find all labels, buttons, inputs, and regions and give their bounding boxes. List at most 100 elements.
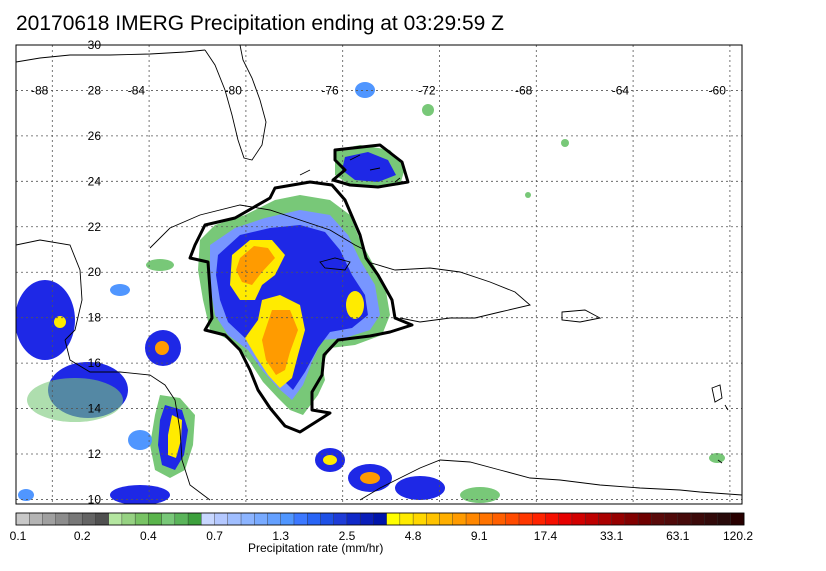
colorbar-swatch xyxy=(42,512,57,526)
map-title: 20170618 IMERG Precipitation ending at 0… xyxy=(16,12,504,35)
colorbar-swatch xyxy=(214,512,229,526)
colorbar-labels: 0.1 0.2 0.4 0.7 1.3 2.5 4.8 9.1 17.4 33.1 63.1 120.… xyxy=(10,529,754,543)
coastlines xyxy=(16,45,742,501)
map-frame xyxy=(15,44,743,505)
colorbar-swatch xyxy=(307,512,321,526)
coast-jamaica xyxy=(319,257,351,271)
lat-label: 22 xyxy=(88,220,102,234)
rain-system-14n-moderate xyxy=(27,378,123,422)
colorbar-label: 120.2 xyxy=(723,529,753,543)
colorbar-swatch xyxy=(55,512,70,526)
colorbar-label: 0.1 xyxy=(10,529,27,543)
lat-label: 26 xyxy=(88,129,102,143)
colorbar-label: 4.8 xyxy=(405,529,422,543)
colorbar-label: 1.3 xyxy=(272,529,289,543)
colorbar-swatch xyxy=(333,512,348,526)
rain-system-yucatan xyxy=(110,284,130,296)
longitude-labels: -88 -84 -80 -76 -72 -68 -64 -60 xyxy=(31,83,726,97)
colorbar-label: 2.5 xyxy=(339,529,356,543)
coast-cuba xyxy=(149,204,366,251)
colorbar-swatch xyxy=(611,512,626,526)
colorbar xyxy=(15,512,745,526)
lat-label: 30 xyxy=(88,38,102,52)
coast-florida xyxy=(204,45,267,161)
colorbar-swatch xyxy=(717,512,732,526)
colorbar-swatch xyxy=(439,512,454,526)
rain-core-westcoast xyxy=(54,316,66,328)
colorbar-swatch xyxy=(492,512,507,526)
colorbar-swatch xyxy=(121,512,136,526)
colorbar-swatch xyxy=(227,512,242,526)
colorbar-title: Precipitation rate (mm/hr) xyxy=(248,541,384,555)
outline-bahamas xyxy=(331,143,410,189)
colorbar-swatch xyxy=(254,512,268,526)
colorbar-swatch xyxy=(518,512,533,526)
lon-label: -88 xyxy=(31,83,49,97)
colorbar-swatch xyxy=(452,512,467,526)
rain-system-nicaragua xyxy=(128,430,152,450)
rain-system-sw-corner xyxy=(18,489,34,501)
colorbar-swatch xyxy=(505,512,520,526)
lat-label: 20 xyxy=(88,265,102,279)
lon-label: -80 xyxy=(225,83,243,97)
coast-lesser-antilles xyxy=(711,384,729,464)
colorbar-label: 33.1 xyxy=(600,529,624,543)
colorbar-swatch xyxy=(134,512,149,526)
lat-label: 10 xyxy=(88,492,102,506)
colorbar-border xyxy=(15,512,745,526)
colorbar-label: 0.2 xyxy=(74,529,91,543)
colorbar-swatch xyxy=(558,512,573,526)
lon-label: -60 xyxy=(709,83,727,97)
colorbar-swatch xyxy=(412,512,427,526)
colorbar-swatch xyxy=(624,512,639,526)
colorbar-label: 9.1 xyxy=(471,529,488,543)
colorbar-swatch xyxy=(29,512,43,526)
rain-system-bahamas-heavy xyxy=(342,152,396,182)
colorbar-label: 0.7 xyxy=(206,529,223,543)
lon-label: -76 xyxy=(321,83,339,97)
gridlines xyxy=(16,45,742,504)
rain-core-panama-1 xyxy=(323,455,337,465)
lat-label: 12 xyxy=(88,447,102,461)
rain-system-colombia xyxy=(395,476,445,500)
colorbar-swatch xyxy=(571,512,586,526)
latitude-labels: 30 28 26 24 22 20 18 16 14 12 10 xyxy=(88,38,102,506)
rain-system-n-bahamas xyxy=(355,82,375,98)
lon-label: -72 xyxy=(418,83,436,97)
colorbar-swatch xyxy=(359,512,374,526)
lon-label: -64 xyxy=(612,83,630,97)
lat-label: 18 xyxy=(88,311,102,325)
colorbar-swatch xyxy=(545,512,560,526)
rain-system-ne xyxy=(422,104,434,116)
colorbar-swatch xyxy=(399,512,414,526)
colorbar-swatch xyxy=(677,512,692,526)
colorbar-swatch xyxy=(532,512,546,526)
colorbar-swatch xyxy=(664,512,679,526)
coast-yucatan xyxy=(16,239,83,341)
colorbar-swatch xyxy=(148,512,163,526)
colorbar-swatch xyxy=(704,512,719,526)
colorbar-swatch xyxy=(15,512,30,526)
lat-label: 16 xyxy=(88,356,102,370)
colorbar-swatch xyxy=(346,512,361,526)
coast-bahamas xyxy=(299,154,401,183)
rain-core-honduras xyxy=(168,415,182,458)
rain-core-2-intense xyxy=(262,310,298,375)
colorbar-swatch xyxy=(108,512,123,526)
colorbar-swatch xyxy=(479,512,494,526)
rain-system-westcoast xyxy=(16,280,75,360)
colorbar-swatch xyxy=(598,512,613,526)
lat-label: 28 xyxy=(88,83,102,97)
lon-label: -68 xyxy=(515,83,533,97)
colorbar-swatch xyxy=(293,512,308,526)
coast-hispaniola xyxy=(367,261,531,323)
rain-core-3 xyxy=(346,291,364,319)
colorbar-swatch xyxy=(651,512,666,526)
coast-puerto-rico xyxy=(561,309,602,323)
colorbar-swatch xyxy=(81,512,96,526)
colorbar-swatch xyxy=(584,512,599,526)
lat-label: 14 xyxy=(88,402,102,416)
colorbar-swatch xyxy=(280,512,295,526)
colorbar-label: 17.4 xyxy=(534,529,558,543)
colorbar-swatch xyxy=(161,512,176,526)
